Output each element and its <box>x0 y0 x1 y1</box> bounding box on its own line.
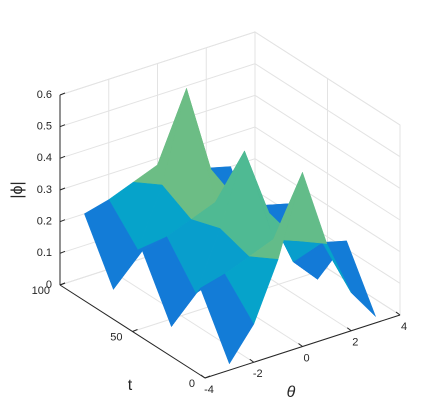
z-tick-label: 0.3 <box>37 184 52 196</box>
grid-line <box>254 126 401 221</box>
y-tick-label: 50 <box>110 331 122 343</box>
z-tick-label: 0.6 <box>37 89 52 101</box>
tick-mark <box>59 219 66 223</box>
surface-patch <box>200 273 255 365</box>
grid-line <box>254 158 401 253</box>
grid-line <box>59 63 256 128</box>
x-tick-label: 2 <box>352 337 358 349</box>
tick-mark <box>200 374 206 379</box>
x-axis-label: θ <box>287 384 296 401</box>
y-tick-label: 0 <box>189 378 195 390</box>
y-axis-label: t <box>128 377 133 394</box>
tick-mark <box>59 250 66 254</box>
y-tick-label: 100 <box>32 285 50 297</box>
grid-line <box>254 63 401 158</box>
tick-mark <box>59 92 66 96</box>
x-tick-label: -4 <box>204 384 214 396</box>
grid-line <box>254 94 401 189</box>
tick-mark <box>59 187 66 191</box>
tick-mark <box>346 327 352 332</box>
tick-mark <box>395 311 401 316</box>
tick-mark <box>298 343 303 347</box>
z-tick-label: 0.5 <box>37 121 52 133</box>
grid-line <box>59 94 256 159</box>
z-tick-label: 0.1 <box>37 247 52 259</box>
z-axis-label: |ϕ| <box>9 181 26 198</box>
tick-mark <box>59 124 66 128</box>
tick-mark <box>204 375 211 379</box>
tick-mark <box>59 282 66 286</box>
grid-line <box>59 31 256 96</box>
x-tick-label: 0 <box>303 352 309 364</box>
z-tick-label: 0.4 <box>37 152 52 164</box>
tick-mark <box>59 155 66 159</box>
tick-mark <box>132 329 138 332</box>
z-tick-label: 0 <box>46 279 52 291</box>
grid-line <box>254 31 401 126</box>
x-tick-label: -2 <box>253 368 263 380</box>
tick-mark <box>249 358 255 363</box>
grid-line <box>59 126 256 191</box>
x-tick-label: 4 <box>401 321 407 333</box>
z-tick-label: 0.2 <box>37 216 52 228</box>
